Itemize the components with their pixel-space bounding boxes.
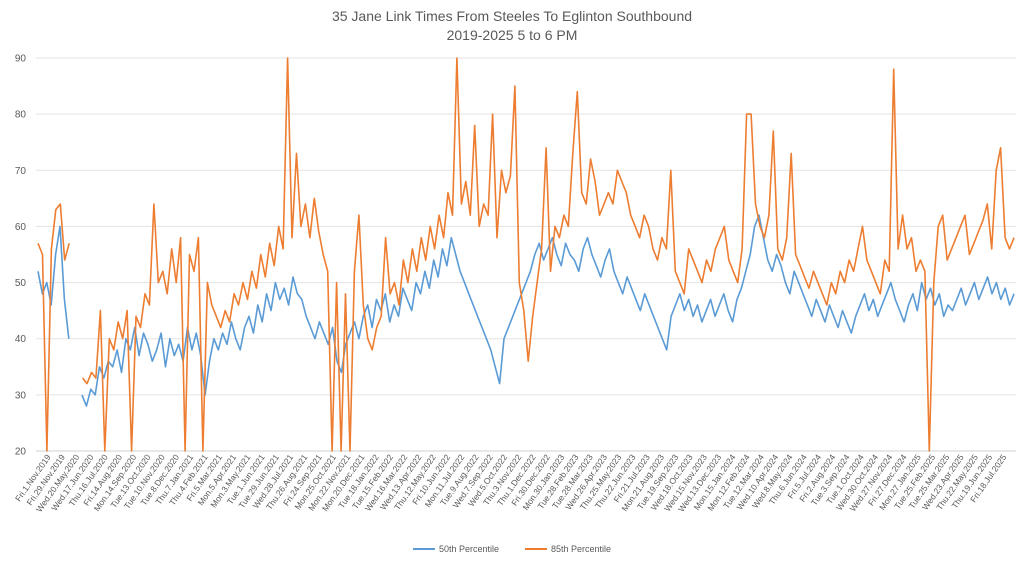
series-lines — [37, 57, 1015, 452]
y-tick-label: 80 — [15, 110, 27, 121]
y-tick-label: 60 — [15, 222, 27, 233]
y-axis: 20 30 40 50 60 70 80 90 — [15, 54, 27, 458]
line-chart: 20 30 40 50 60 70 80 90 Fri.1.Nov.2019Fri.29.No… — [13, 54, 1016, 514]
legend: 50th Percentile 85th Percentile — [0, 544, 1024, 554]
y-tick-label: 90 — [15, 54, 27, 65]
y-tick-label: 30 — [15, 390, 27, 401]
y-tick-label: 70 — [15, 166, 27, 177]
legend-label-85th: 85th Percentile — [551, 544, 612, 554]
series-line-50th-percentile — [37, 214, 1015, 407]
y-tick-label: 20 — [15, 447, 27, 458]
gridlines — [36, 57, 1016, 452]
legend-item-85th: 85th Percentile — [525, 544, 611, 554]
series-line-85th-percentile — [37, 57, 1015, 452]
y-tick-label: 40 — [15, 334, 27, 345]
legend-item-50th: 50th Percentile — [412, 544, 499, 554]
chart-subtitle: 2019-2025 5 to 6 PM — [446, 27, 578, 43]
legend-swatch-85th — [525, 548, 547, 550]
chart-title: 35 Jane Link Times From Steeles To Eglin… — [331, 8, 693, 24]
legend-label-50th: 50th Percentile — [438, 544, 499, 554]
x-axis: Fri.1.Nov.2019Fri.29.Nov.2019Wed.20.May.… — [13, 452, 1009, 514]
legend-swatch-50th — [412, 548, 435, 550]
y-tick-label: 50 — [15, 278, 27, 289]
